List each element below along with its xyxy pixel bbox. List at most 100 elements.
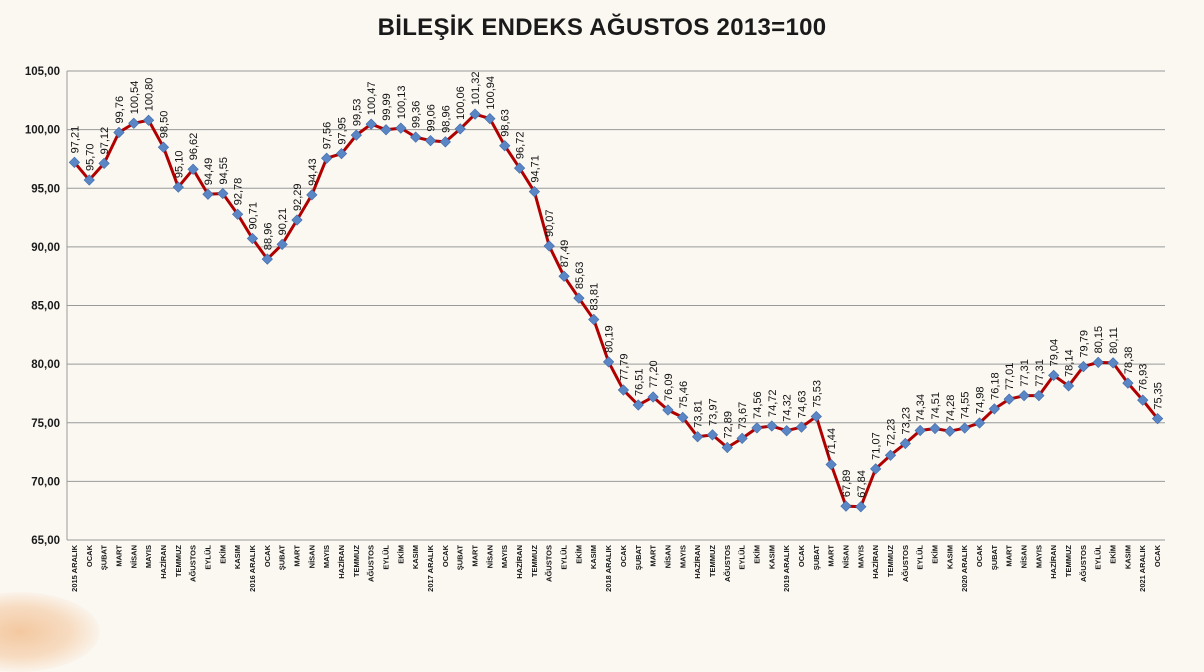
x-tick-label: MAYIS	[500, 545, 509, 568]
data-point	[98, 157, 110, 170]
data-label: 88,96	[262, 223, 274, 251]
data-point	[706, 429, 719, 441]
data-point	[128, 117, 140, 129]
data-label: 76,51	[633, 369, 645, 397]
data-point	[321, 152, 333, 164]
x-tick-label: TEMMUZ	[530, 545, 539, 577]
data-point	[1122, 377, 1134, 389]
data-point	[499, 140, 511, 152]
x-tick-label: MAYIS	[1034, 545, 1043, 568]
x-tick-label: OCAK	[1153, 544, 1162, 567]
data-point	[142, 114, 155, 126]
data-label: 67,84	[856, 470, 868, 498]
data-point	[306, 189, 318, 201]
data-point	[840, 500, 852, 512]
data-point	[751, 422, 763, 434]
x-tick-label: EKİM	[574, 545, 583, 564]
data-point	[335, 148, 348, 160]
data-label: 96,62	[188, 133, 200, 161]
data-label: 85,63	[574, 262, 586, 290]
x-tick-label: ŞUBAT	[812, 545, 821, 571]
data-label: 97,12	[99, 127, 111, 155]
x-tick-label: 2020 ARALIK	[960, 544, 969, 591]
data-label: 94,55	[218, 157, 230, 185]
x-tick-label: AĞUSTOS	[367, 545, 376, 582]
data-markers	[68, 108, 1164, 513]
data-point	[973, 417, 986, 429]
x-tick-label: KASIM	[1123, 545, 1132, 569]
data-label: 74,63	[796, 391, 808, 419]
x-tick-label: HAZİRAN	[515, 545, 524, 579]
x-tick-label: MART	[471, 545, 480, 567]
data-label: 76,93	[1138, 364, 1150, 392]
data-point	[1137, 394, 1149, 406]
data-label: 99,53	[351, 99, 363, 127]
x-tick-label: MAYIS	[322, 545, 331, 568]
data-label: 100,06	[455, 86, 467, 120]
x-tick-label: AĞUSTOS	[189, 545, 198, 582]
x-tick-label: MART	[114, 545, 123, 567]
data-label: 100,13	[396, 85, 408, 119]
data-label: 80,19	[604, 325, 616, 353]
x-tick-label: NİSAN	[485, 545, 494, 568]
data-point	[1092, 356, 1104, 368]
data-label: 97,56	[322, 122, 334, 150]
x-tick-label: NİSAN	[663, 545, 672, 568]
data-point	[1107, 357, 1119, 369]
x-tick-label: MART	[827, 545, 836, 567]
data-label: 78,14	[1064, 349, 1076, 377]
data-point	[365, 118, 377, 130]
x-tick-label: AĞUSTOS	[901, 545, 910, 582]
data-label: 72,89	[722, 411, 734, 439]
data-label: 95,70	[84, 144, 96, 172]
data-point	[929, 422, 941, 435]
data-point	[454, 123, 466, 135]
data-label: 74,98	[975, 386, 987, 414]
y-tick-label: 100,00	[25, 125, 60, 137]
data-point	[424, 135, 437, 147]
data-point	[588, 313, 600, 326]
x-tick-label: AĞUSTOS	[545, 545, 554, 582]
x-tick-label: 2017 ARALIK	[426, 544, 435, 591]
data-point	[1003, 393, 1015, 405]
data-point	[261, 253, 273, 265]
x-tick-label: KASIM	[233, 545, 242, 569]
x-tick-label: TEMMUZ	[1064, 545, 1073, 577]
x-tick-label: KASIM	[767, 545, 776, 569]
x-tick-label: HAZİRAN	[1049, 545, 1058, 579]
data-label: 98,96	[440, 105, 452, 133]
data-point	[988, 403, 1000, 415]
data-point	[187, 163, 199, 175]
x-tick-label: MART	[1005, 545, 1014, 567]
data-point	[528, 186, 541, 198]
data-point	[914, 424, 926, 437]
data-label: 87,49	[559, 240, 571, 268]
x-tick-label: NİSAN	[307, 545, 316, 568]
data-point	[1033, 390, 1045, 402]
x-tick-label: EKİM	[752, 545, 761, 564]
data-point	[291, 214, 303, 226]
y-tick-label: 85,00	[31, 301, 60, 313]
data-point	[870, 463, 882, 475]
y-tick-label: 95,00	[31, 183, 60, 195]
x-tick-label: EYLÜL	[738, 545, 747, 570]
data-point	[202, 188, 214, 200]
data-point	[1018, 390, 1030, 402]
x-tick-label: OCAK	[441, 544, 450, 567]
data-label: 83,81	[589, 283, 601, 311]
data-point	[113, 126, 125, 139]
data-label: 74,72	[767, 390, 779, 418]
data-point	[677, 411, 689, 423]
data-label: 74,51	[930, 392, 942, 420]
data-point	[1062, 380, 1075, 392]
x-tick-label: MAYIS	[678, 545, 687, 568]
x-tick-label: 2015 ARALIK	[70, 544, 79, 591]
data-label: 77,79	[618, 354, 630, 382]
x-tick-label: HAZİRAN	[871, 545, 880, 579]
data-point	[469, 108, 481, 120]
data-label: 73,97	[707, 398, 719, 426]
data-label: 95,10	[173, 151, 185, 179]
data-point	[810, 410, 822, 423]
data-label: 73,23	[900, 407, 912, 435]
